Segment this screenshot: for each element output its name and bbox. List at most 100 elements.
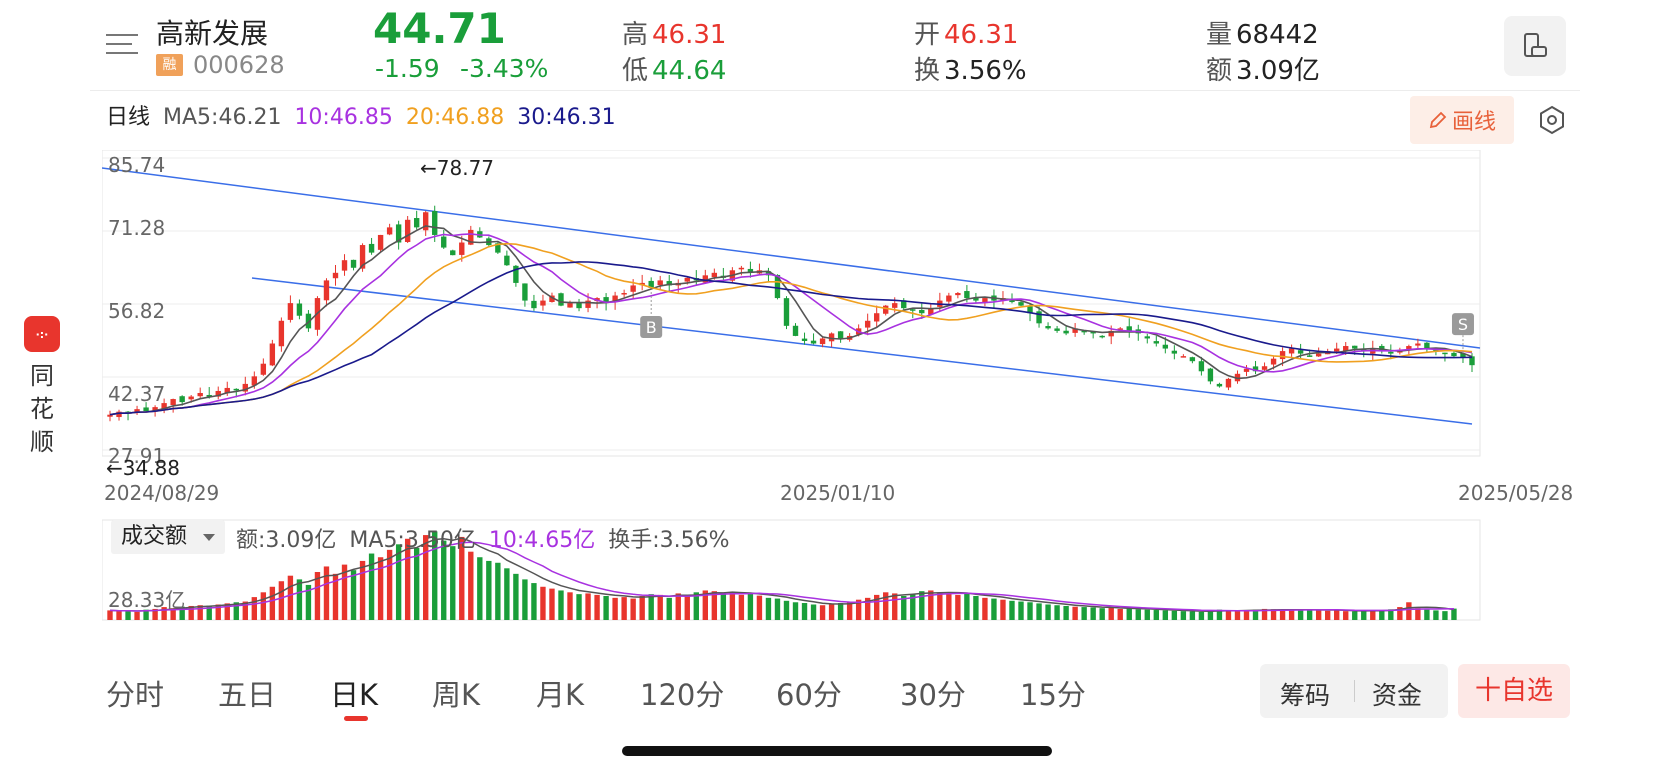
volume-bar [720, 594, 727, 620]
stat-open-label: 开 [914, 20, 941, 50]
candle [1297, 343, 1304, 360]
volume-bar [161, 607, 167, 620]
volume-bar [1388, 609, 1394, 620]
volume-bar [1270, 609, 1277, 620]
volume-bar [675, 593, 681, 620]
candle [1207, 367, 1214, 385]
volume-bar [892, 593, 898, 620]
add-favorite-button[interactable]: 十自选 [1458, 664, 1570, 718]
stat-turnover-label: 换 [914, 56, 941, 86]
header-divider [90, 90, 1580, 91]
volume-bar [828, 604, 835, 620]
candle [1000, 291, 1006, 305]
ma5-line [109, 225, 1473, 416]
volume-bar [621, 597, 627, 620]
screen-rotate-button[interactable] [1504, 16, 1566, 76]
candle [982, 296, 988, 307]
volume-bar [1180, 611, 1187, 620]
candle [1045, 322, 1051, 330]
tab-120min[interactable]: 120分 [640, 678, 725, 712]
volume-bar [513, 573, 519, 620]
tab-30min[interactable]: 30分 [900, 678, 966, 712]
tab-15min[interactable]: 15分 [1020, 678, 1086, 712]
candle [801, 332, 808, 345]
volume-indicator-select[interactable]: 成交额 [111, 520, 225, 554]
volume-bar [1306, 609, 1313, 620]
volume-turnover: 换手:3.56% [608, 528, 730, 553]
candle [648, 277, 654, 289]
candle [837, 331, 844, 343]
volume-ma5: MA5:3.50亿 [349, 528, 476, 553]
candle [269, 339, 276, 367]
ma30-line [109, 261, 1473, 416]
tab-60min[interactable]: 60分 [776, 678, 842, 712]
chips-button[interactable]: 筹码 [1280, 681, 1331, 710]
stat-turnover: 换 3.56% [914, 50, 1027, 87]
candle [1415, 338, 1421, 349]
funds-button[interactable]: 资金 [1372, 681, 1423, 710]
stat-high-label: 高 [622, 20, 649, 50]
rotate-icon [1524, 33, 1547, 57]
candle [359, 243, 366, 272]
volume-bar [1216, 609, 1223, 620]
ma10-value: 10:46.85 [294, 105, 393, 130]
volume-bar [423, 535, 429, 620]
volume-bar [1036, 603, 1042, 620]
volume-bar [549, 588, 555, 620]
volume-bar [946, 594, 952, 620]
candle [377, 234, 384, 253]
stat-amount-label: 额 [1206, 56, 1233, 86]
draw-line-button[interactable]: 画线 [1410, 96, 1514, 144]
candle [296, 299, 303, 320]
candle [738, 265, 745, 276]
stat-open-value: 46.31 [944, 20, 1019, 50]
candle [459, 235, 465, 262]
channel-lower-line [251, 277, 1473, 425]
tab-daily-k[interactable]: 日K [330, 678, 379, 712]
tab-weekly-k[interactable]: 周K [432, 678, 481, 712]
candle [1117, 327, 1123, 330]
volume-bar [1054, 605, 1060, 620]
volume-bar [377, 557, 384, 620]
volume-bar [1117, 608, 1123, 620]
volume-bar [738, 594, 745, 620]
ma20-value: 20:46.88 [405, 105, 505, 130]
volume-bar [404, 538, 411, 620]
candle [819, 336, 826, 348]
volume-bar [702, 590, 708, 620]
list-menu-icon[interactable] [106, 30, 138, 58]
stat-volume-label: 量 [1206, 20, 1233, 50]
candle [928, 303, 934, 316]
candle [477, 227, 483, 238]
candle [1153, 336, 1159, 347]
volume-chart[interactable] [102, 510, 1580, 652]
brand-char-3: 顺 [30, 428, 54, 456]
hexagon-settings-icon[interactable] [1536, 104, 1568, 136]
volume-bar [432, 531, 438, 620]
candle [305, 310, 312, 332]
volume-bar [765, 597, 772, 620]
volume-bar [1198, 611, 1205, 620]
pencil-icon [1429, 111, 1447, 129]
candle [215, 386, 221, 400]
volume-bar [937, 592, 943, 620]
candle [1081, 330, 1087, 335]
volume-ma10-line [109, 541, 1455, 612]
tab-five-day[interactable]: 五日 [218, 678, 277, 712]
tab-monthly-k[interactable]: 月K [536, 678, 585, 712]
volume-bar [468, 551, 474, 620]
volume-bar [1099, 608, 1105, 620]
candle [747, 261, 754, 278]
volume-bar [116, 611, 122, 620]
volume-bar [125, 610, 131, 620]
volume-bar [1063, 605, 1069, 620]
tab-intraday[interactable]: 分时 [106, 678, 165, 712]
volume-bar [630, 598, 636, 620]
candle [341, 254, 348, 276]
brand-char-1: 同 [30, 362, 54, 390]
ma-legend: 日线 MA5:46.21 10:46.85 20:46.88 30:46.31 [106, 99, 622, 131]
candle [1144, 333, 1150, 344]
candle [774, 274, 781, 300]
candle [1424, 341, 1430, 353]
